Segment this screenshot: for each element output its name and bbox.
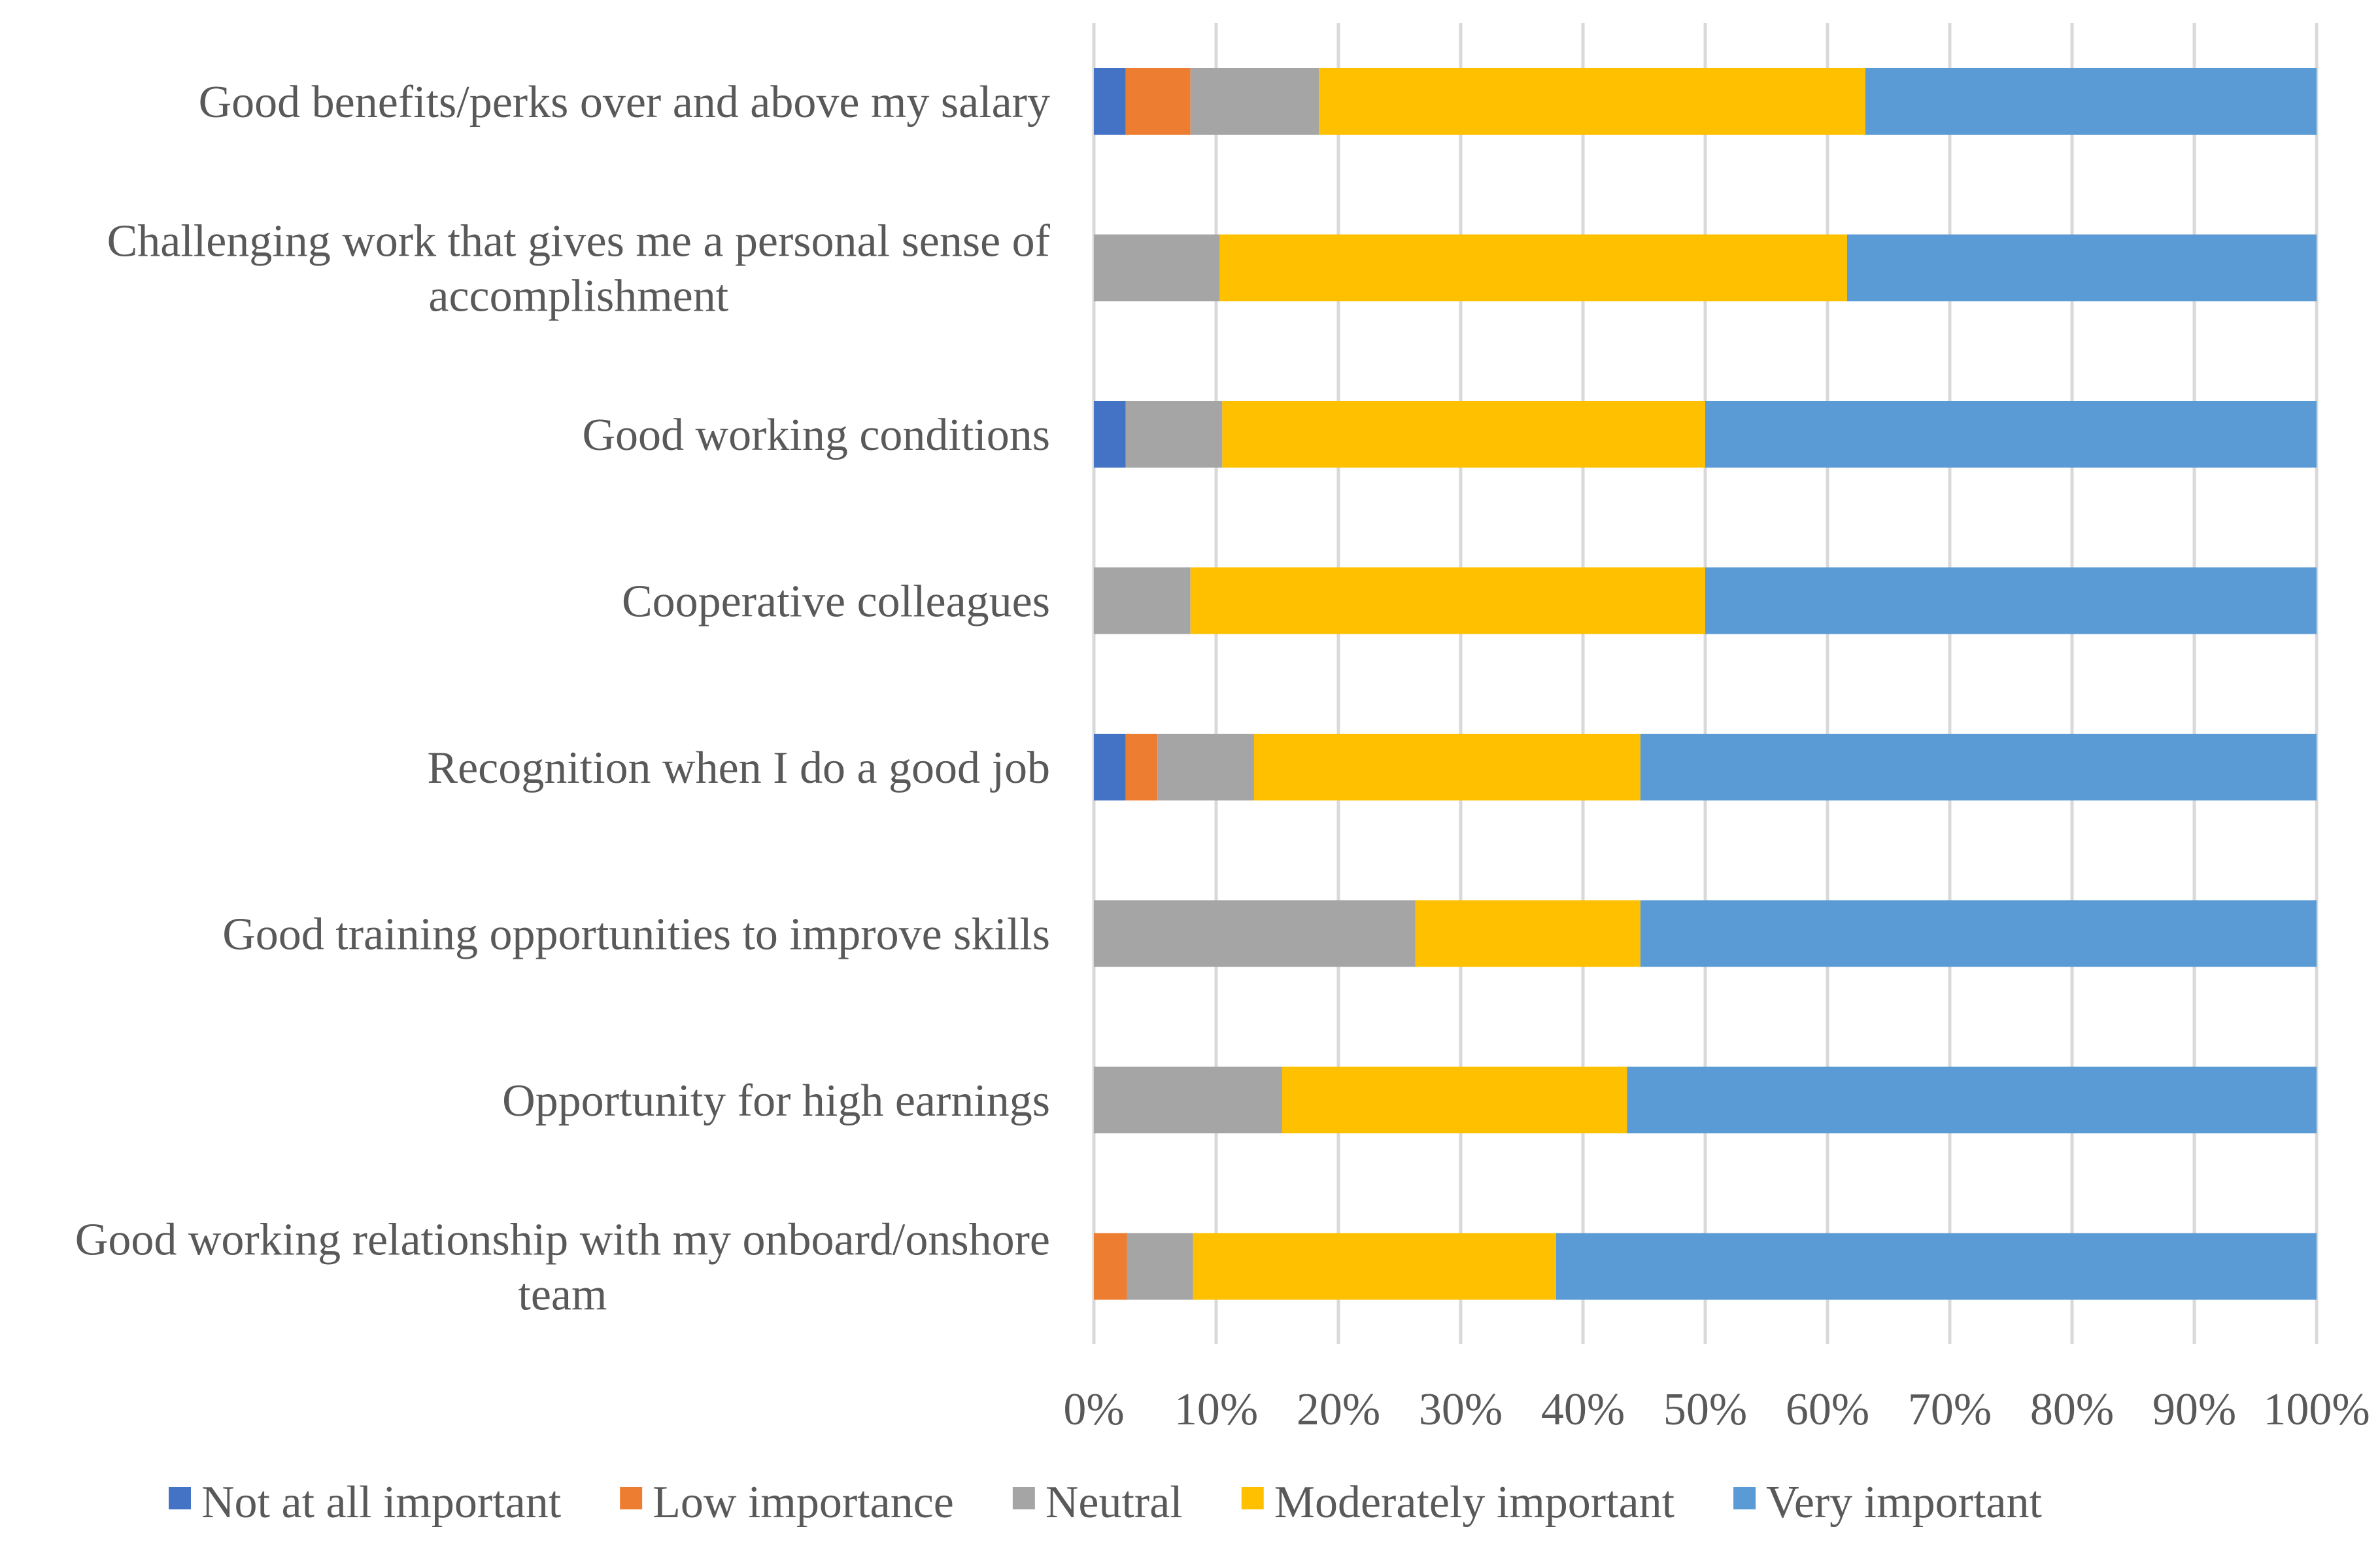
x-tick-label: 10% [1174,1384,1258,1435]
bar-segment [1190,68,1319,135]
x-tick-label: 40% [1541,1384,1625,1435]
bar-segment [1627,1067,2317,1133]
bar-segment [1222,401,1705,468]
legend-swatch [1012,1487,1035,1509]
bar-segment [1094,567,1191,634]
bars [1094,68,2317,1300]
x-tick-label: 0% [1063,1384,1124,1435]
gridlines [1092,23,2319,1344]
x-axis-tick-labels: 0% 10% 20% 30% 40% 50% 60% 70% 80% 90% 100% [1063,1384,2370,1435]
legend-item: Moderately important [1241,1477,1675,1528]
x-tick-label: 50% [1663,1384,1747,1435]
bar-segment [1705,567,2317,634]
legend: Not at all important Low importance Neutra… [169,1477,2042,1528]
x-tick-label: 90% [2152,1384,2236,1435]
category-label: Good working relationship with my onboar… [75,1215,1050,1265]
legend-swatch [169,1487,191,1509]
legend-swatch [620,1487,643,1509]
bar-segment [1127,1233,1193,1300]
bar-segment [1219,234,1847,301]
bar-segment [1094,68,1126,135]
bar-segment [1705,401,2317,468]
x-tick-label: 100% [2263,1384,2370,1435]
bar-segment [1125,68,1191,135]
category-label: Good benefits/perks over and above my sa… [199,77,1050,128]
category-label: Cooperative colleagues [622,577,1050,627]
bar-segment [1319,68,1865,135]
bar-segment [1094,734,1126,800]
legend-item: Neutral [1012,1477,1183,1528]
x-tick-label: 70% [1908,1384,1992,1435]
category-labels: Good benefits/perks over and above my sa… [75,77,1051,1320]
bar-segment [1094,900,1416,967]
category-label: Good training opportunities to improve s… [222,910,1050,960]
bar-segment [1157,734,1254,800]
bar-segment [1094,1067,1282,1133]
x-tick-label: 20% [1297,1384,1380,1435]
bar-segment [1094,234,1220,301]
category-label: Recognition when I do a good job [427,743,1050,793]
x-tick-label: 60% [1786,1384,1869,1435]
legend-label: Not at all important [201,1477,562,1528]
category-label: Good working conditions [582,410,1050,460]
bar-segment [1640,900,2317,967]
legend-label: Moderately important [1274,1477,1675,1528]
bar-segment [1125,734,1158,800]
category-label: Opportunity for high earnings [502,1076,1050,1126]
bar-segment [1094,401,1126,468]
legend-swatch [1241,1487,1264,1509]
category-label: Challenging work that gives me a persona… [107,216,1051,267]
x-tick-label: 80% [2030,1384,2114,1435]
bar-segment [1190,567,1705,634]
bar-segment [1193,1233,1556,1300]
bar-segment [1865,68,2317,135]
bar-segment [1556,1233,2317,1300]
legend-swatch [1733,1487,1756,1509]
bar-segment [1415,900,1640,967]
legend-item: Not at all important [169,1477,562,1528]
legend-label: Neutral [1046,1477,1183,1528]
legend-label: Very important [1766,1477,2042,1528]
legend-item: Very important [1733,1477,2042,1528]
category-label: accomplishment [428,271,728,322]
bar-segment [1640,734,2317,800]
bar-segment [1094,1233,1127,1300]
legend-item: Low importance [620,1477,954,1528]
bar-segment [1282,1067,1627,1133]
bar-segment [1253,734,1640,800]
legend-label: Low importance [653,1477,954,1528]
bar-segment [1846,234,2317,301]
x-tick-label: 30% [1419,1384,1503,1435]
category-label: team [518,1270,607,1320]
bar-segment [1125,401,1223,468]
